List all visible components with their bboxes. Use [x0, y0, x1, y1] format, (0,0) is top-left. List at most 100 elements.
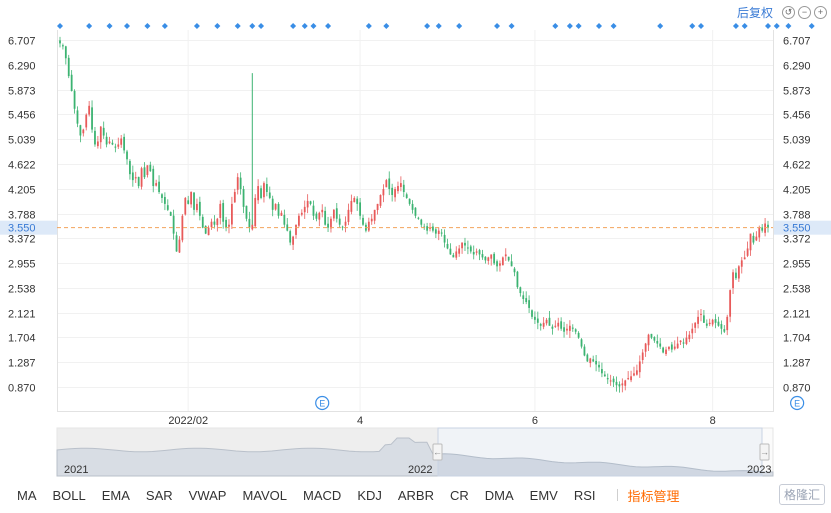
candle[interactable] — [359, 198, 361, 220]
candle[interactable] — [260, 185, 262, 200]
navigator-selection[interactable] — [437, 427, 763, 477]
candle[interactable] — [196, 198, 198, 213]
candle[interactable] — [187, 195, 190, 205]
candle[interactable] — [309, 200, 312, 206]
candle[interactable] — [204, 225, 207, 235]
candle[interactable] — [478, 248, 481, 261]
candle[interactable] — [210, 218, 213, 230]
candle[interactable] — [263, 181, 265, 203]
candle[interactable] — [117, 137, 120, 150]
candle[interactable] — [598, 361, 600, 372]
candle[interactable] — [490, 254, 493, 266]
candle[interactable] — [536, 311, 539, 330]
candle[interactable] — [126, 149, 128, 165]
candle[interactable] — [373, 209, 376, 225]
candle[interactable] — [315, 211, 318, 222]
candle[interactable] — [242, 185, 245, 214]
indicator-sar[interactable]: SAR — [145, 487, 173, 503]
candle[interactable] — [219, 200, 222, 225]
candle[interactable] — [286, 218, 289, 232]
candle[interactable] — [507, 256, 510, 262]
candle[interactable] — [70, 70, 73, 92]
candle[interactable] — [85, 113, 88, 131]
candle[interactable] — [522, 291, 525, 305]
candle[interactable] — [630, 370, 632, 383]
candle[interactable] — [321, 204, 324, 218]
candle[interactable] — [298, 213, 300, 228]
candle[interactable] — [271, 195, 274, 217]
candle[interactable] — [370, 214, 373, 225]
candle[interactable] — [700, 309, 702, 322]
candle[interactable] — [513, 266, 516, 277]
candle[interactable] — [172, 209, 175, 240]
candle[interactable] — [717, 316, 720, 327]
candle[interactable] — [394, 186, 396, 202]
candle[interactable] — [551, 324, 554, 335]
candle[interactable] — [618, 381, 621, 393]
candle[interactable] — [347, 203, 350, 226]
candle[interactable] — [350, 194, 353, 215]
candle[interactable] — [257, 179, 260, 204]
candle[interactable] — [397, 181, 399, 194]
dividend-marker-icon[interactable] — [596, 23, 603, 29]
dividend-marker-icon[interactable] — [57, 23, 63, 29]
candle[interactable] — [222, 199, 225, 229]
zoom-out-icon[interactable]: − — [798, 6, 811, 19]
candle[interactable] — [440, 228, 443, 237]
candle[interactable] — [289, 229, 292, 246]
candle[interactable] — [676, 336, 679, 349]
dividend-marker-icon[interactable] — [365, 23, 372, 29]
candle[interactable] — [589, 357, 592, 368]
dividend-marker-icon[interactable] — [383, 23, 390, 29]
zoom-in-icon[interactable]: + — [814, 6, 827, 19]
dividend-marker-icon[interactable] — [657, 23, 664, 29]
dividend-marker-icon[interactable] — [808, 23, 815, 29]
candle[interactable] — [656, 334, 659, 348]
candle[interactable] — [198, 196, 201, 221]
candle[interactable] — [595, 354, 597, 372]
candle[interactable] — [362, 214, 364, 226]
dividend-marker-icon[interactable] — [765, 23, 771, 29]
candle[interactable] — [169, 211, 172, 216]
candle[interactable] — [638, 355, 641, 378]
candle[interactable] — [432, 223, 434, 233]
candle[interactable] — [752, 232, 755, 245]
candle[interactable] — [461, 242, 463, 254]
candle[interactable] — [265, 177, 268, 197]
dividend-marker-icon[interactable] — [785, 23, 792, 29]
candle[interactable] — [140, 166, 143, 190]
dividend-marker-icon[interactable] — [424, 23, 431, 29]
candle[interactable] — [726, 314, 729, 336]
indicator-macd[interactable]: MACD — [303, 487, 342, 503]
candle[interactable] — [670, 341, 673, 353]
candle[interactable] — [635, 364, 638, 376]
candle[interactable] — [184, 196, 187, 216]
candle[interactable] — [120, 134, 123, 148]
dividend-marker-icon[interactable] — [494, 23, 501, 29]
candle[interactable] — [344, 216, 347, 233]
candle[interactable] — [487, 256, 490, 265]
dividend-marker-icon[interactable] — [193, 23, 200, 29]
dividend-marker-icon[interactable] — [689, 23, 696, 29]
candle[interactable] — [152, 165, 155, 193]
candle[interactable] — [108, 136, 111, 145]
dividend-marker-icon[interactable] — [310, 23, 317, 29]
candle[interactable] — [510, 254, 513, 267]
dividend-marker-icon[interactable] — [435, 23, 442, 29]
candle[interactable] — [123, 133, 125, 154]
candle[interactable] — [708, 318, 711, 327]
candle[interactable] — [137, 176, 140, 189]
candle[interactable] — [496, 259, 498, 272]
candle[interactable] — [59, 36, 61, 48]
candle[interactable] — [367, 217, 370, 233]
candle[interactable] — [557, 317, 560, 331]
candle[interactable] — [621, 378, 624, 393]
candle[interactable] — [499, 260, 501, 272]
candle[interactable] — [574, 328, 577, 335]
candle[interactable] — [467, 240, 469, 255]
candle[interactable] — [280, 210, 283, 216]
indicator-cr[interactable]: CR — [450, 487, 469, 503]
candle[interactable] — [216, 217, 219, 232]
candle[interactable] — [225, 216, 227, 232]
candle[interactable] — [755, 231, 758, 242]
